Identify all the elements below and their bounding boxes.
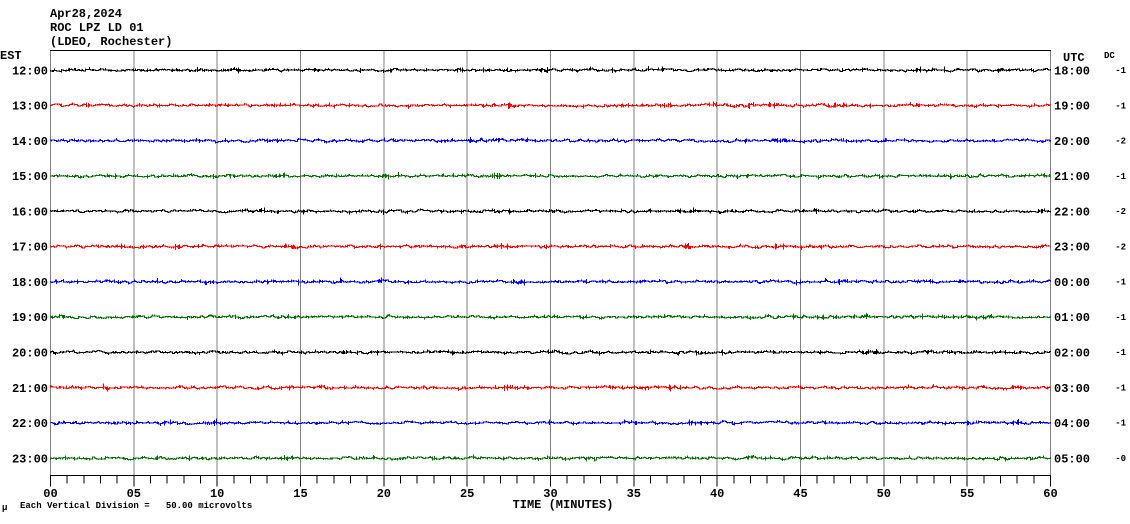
svg-text:12:00: 12:00 [12,64,48,78]
svg-text:18:00: 18:00 [1054,64,1090,78]
svg-text:-2: -2 [1115,137,1126,147]
svg-text:-1: -1 [1115,278,1126,288]
svg-text:-1: -1 [1115,172,1126,182]
svg-text:00: 00 [43,487,57,501]
svg-text:19:00: 19:00 [12,311,48,325]
svg-text:50: 50 [877,487,891,501]
svg-text:25: 25 [460,487,474,501]
svg-text:23:00: 23:00 [1054,241,1090,255]
svg-text:18:00: 18:00 [12,276,48,290]
svg-text:15:00: 15:00 [12,170,48,184]
svg-text:-1: -1 [1115,313,1126,323]
svg-text:Apr28,2024: Apr28,2024 [50,7,122,21]
svg-text:22:00: 22:00 [12,417,48,431]
svg-text:00:00: 00:00 [1054,276,1090,290]
svg-text:DC: DC [1104,51,1115,61]
svg-text:10: 10 [210,487,224,501]
svg-text:UTC: UTC [1063,51,1085,65]
svg-text:22:00: 22:00 [1054,205,1090,219]
svg-text:21:00: 21:00 [12,382,48,396]
svg-text:19:00: 19:00 [1054,100,1090,114]
svg-text:23:00: 23:00 [12,452,48,466]
svg-text:03:00: 03:00 [1054,382,1090,396]
svg-text:21:00: 21:00 [1054,170,1090,184]
svg-text:20:00: 20:00 [1054,135,1090,149]
svg-text:-1: -1 [1115,419,1126,429]
svg-text:-1: -1 [1115,101,1126,111]
svg-text:05: 05 [127,487,141,501]
svg-text:-1: -1 [1115,384,1126,394]
svg-text:-0: -0 [1115,454,1126,464]
svg-text:55: 55 [960,487,974,501]
svg-text:02:00: 02:00 [1054,347,1090,361]
svg-text:ROC LPZ LD 01: ROC LPZ LD 01 [50,21,144,35]
svg-text:17:00: 17:00 [12,241,48,255]
svg-text:EST: EST [0,49,22,63]
svg-text:(LDEO, Rochester): (LDEO, Rochester) [50,35,172,49]
svg-text:-2: -2 [1115,207,1126,217]
svg-text:05:00: 05:00 [1054,452,1090,466]
svg-text:30: 30 [543,487,557,501]
svg-text:35: 35 [627,487,641,501]
svg-text:15: 15 [293,487,307,501]
svg-text:-2: -2 [1115,242,1126,252]
svg-text:45: 45 [793,487,807,501]
svg-text:14:00: 14:00 [12,135,48,149]
svg-text:TIME (MINUTES): TIME (MINUTES) [513,498,614,512]
svg-text:01:00: 01:00 [1054,311,1090,325]
svg-text:60: 60 [1043,487,1057,501]
svg-text:μ: μ [2,503,7,513]
svg-text:04:00: 04:00 [1054,417,1090,431]
svg-text:Each Vertical Division = 50.: Each Vertical Division = 50.00 microvolt… [20,501,252,511]
svg-text:-1: -1 [1115,348,1126,358]
svg-text:20:00: 20:00 [12,347,48,361]
svg-text:13:00: 13:00 [12,100,48,114]
svg-text:20: 20 [377,487,391,501]
svg-text:16:00: 16:00 [12,205,48,219]
svg-text:-1: -1 [1115,66,1126,76]
svg-text:40: 40 [710,487,724,501]
